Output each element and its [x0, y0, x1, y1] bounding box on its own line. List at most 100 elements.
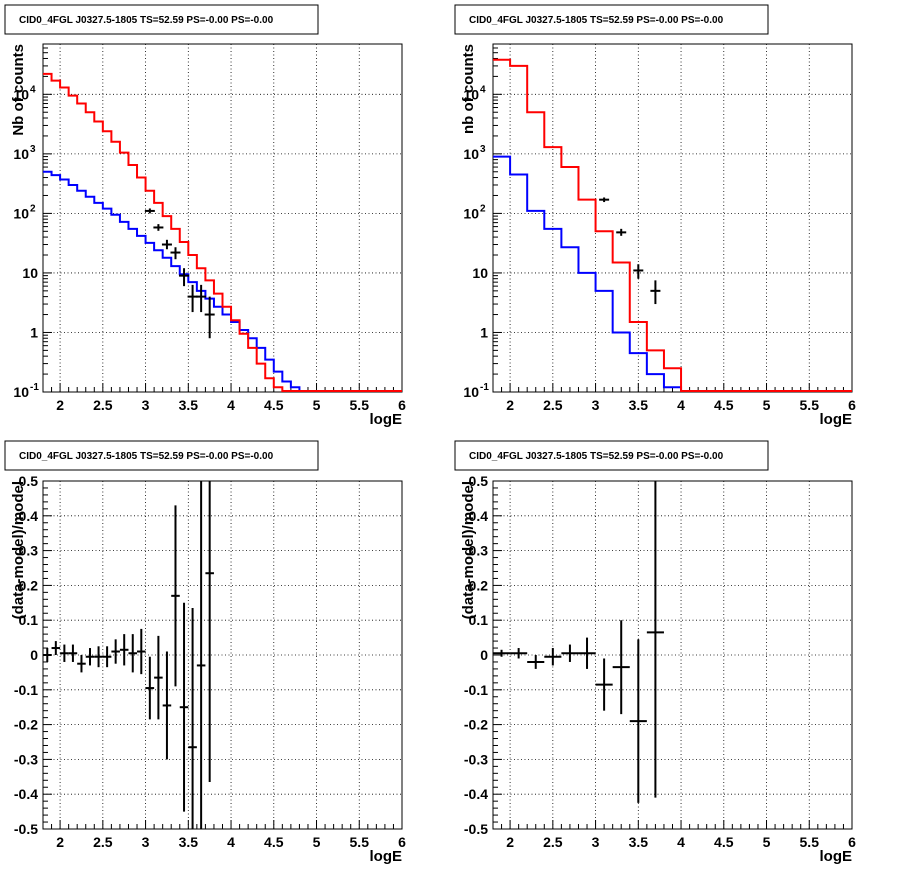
data-point [77, 655, 86, 673]
data-point [527, 655, 545, 669]
chart-title: CID0_4FGL J0327.5-1805 TS=52.59 PS=-0.00… [469, 451, 724, 462]
data-point [561, 644, 579, 662]
y-axis-label: (data-model)/model [460, 481, 477, 619]
title-box [454, 4, 769, 35]
y-tick-label: 0.1 [469, 612, 489, 628]
data-point [599, 197, 610, 203]
x-tick-label: 2 [506, 834, 514, 850]
y-tick-label: 0.2 [19, 577, 39, 593]
y-tick-label: 10 [13, 146, 29, 162]
data-point [162, 651, 172, 760]
y-tick-exponent: 3 [30, 144, 36, 155]
data-point [85, 648, 95, 666]
x-tick-label: 2.5 [543, 397, 563, 413]
y-tick-label: 0.3 [469, 543, 489, 559]
x-tick-label: 2 [56, 397, 64, 413]
data-point [60, 644, 69, 662]
x-tick-label: 3.5 [179, 834, 199, 850]
y-tick-label: 0.5 [19, 473, 39, 489]
chart-title: CID0_4FGL J0327.5-1805 TS=52.59 PS=-0.00… [19, 451, 274, 462]
y-tick-label: -0.3 [464, 751, 488, 767]
chart-title: CID0_4FGL J0327.5-1805 TS=52.59 PS=-0.00… [19, 15, 274, 26]
data-point [646, 481, 664, 798]
data-point [616, 228, 627, 236]
y-tick-label: 1 [30, 324, 38, 340]
data-point [650, 280, 661, 305]
y-tick-exponent: -1 [480, 382, 489, 393]
y-axis-label: nb of counts [460, 44, 477, 134]
data-point [51, 641, 61, 655]
y-tick-exponent: 2 [30, 203, 36, 214]
data-point [204, 296, 215, 339]
data-point [595, 658, 613, 711]
data-point [145, 656, 155, 720]
x-tick-label: 5 [763, 834, 771, 850]
y-tick-label: 10 [463, 384, 479, 400]
chart-pad-3: CID0_4FGL J0327.5-1805 TS=52.59 PS=-0.00… [4, 440, 406, 865]
y-tick-label: 1 [480, 324, 488, 340]
y-axis-label: (data-model)/model [10, 481, 27, 619]
series-background [43, 170, 402, 392]
data-point [153, 224, 164, 231]
x-tick-label: 6 [398, 397, 406, 413]
x-tick-label: 4 [677, 834, 685, 850]
y-tick-label: 10 [13, 86, 29, 102]
data-point [119, 634, 129, 666]
x-tick-label: 3 [142, 397, 150, 413]
data-point [544, 648, 562, 666]
y-tick-label: 0.1 [19, 612, 39, 628]
x-tick-label: 4 [227, 397, 235, 413]
plot-frame [492, 43, 853, 393]
title-box [4, 440, 319, 471]
data-point [187, 284, 198, 313]
data-point [629, 639, 647, 803]
x-tick-label: 5 [763, 397, 771, 413]
x-tick-label: 5.5 [800, 834, 820, 850]
series-model [43, 72, 402, 392]
data-point [102, 646, 112, 668]
x-tick-label: 3.5 [179, 397, 199, 413]
data-point [205, 481, 214, 783]
y-tick-label: 0 [480, 647, 488, 663]
x-axis-label: logE [370, 411, 403, 428]
x-tick-label: 3.5 [629, 397, 649, 413]
x-tick-label: 3 [592, 397, 600, 413]
x-tick-label: 2 [506, 397, 514, 413]
plot-frame [42, 43, 403, 393]
y-tick-label: -0.2 [464, 717, 488, 733]
data-point [94, 646, 103, 668]
y-tick-label: 10 [13, 205, 29, 221]
data-point [154, 635, 163, 720]
data-point [196, 481, 206, 829]
data-point [43, 648, 52, 662]
y-tick-label: 0.4 [469, 508, 489, 524]
chart-pad-1: CID0_4FGL J0327.5-1805 TS=52.59 PS=-0.00… [4, 4, 406, 428]
x-axis-label: logE [370, 848, 403, 865]
data-point [179, 268, 190, 287]
data-point [188, 608, 197, 829]
x-tick-label: 6 [848, 834, 856, 850]
y-tick-label: 0.2 [469, 577, 489, 593]
x-tick-label: 2.5 [93, 834, 113, 850]
x-tick-label: 2.5 [543, 834, 563, 850]
y-tick-exponent: 4 [30, 84, 36, 95]
data-point [578, 637, 596, 669]
x-tick-label: 4.5 [714, 834, 734, 850]
x-tick-label: 2.5 [93, 397, 113, 413]
y-tick-exponent: 3 [480, 144, 486, 155]
x-tick-label: 5.5 [350, 397, 370, 413]
x-tick-label: 6 [848, 397, 856, 413]
data-point [137, 628, 146, 675]
y-tick-label: 10 [22, 265, 38, 281]
y-tick-exponent: 4 [480, 84, 486, 95]
data-point [171, 505, 180, 687]
data-point [144, 208, 155, 214]
x-tick-label: 4 [677, 397, 685, 413]
data-point [68, 644, 78, 662]
y-tick-label: 0.3 [19, 543, 39, 559]
y-tick-label: 0.5 [469, 473, 489, 489]
series-model [493, 58, 852, 392]
y-tick-label: -0.1 [14, 682, 38, 698]
y-tick-exponent: 2 [480, 203, 486, 214]
